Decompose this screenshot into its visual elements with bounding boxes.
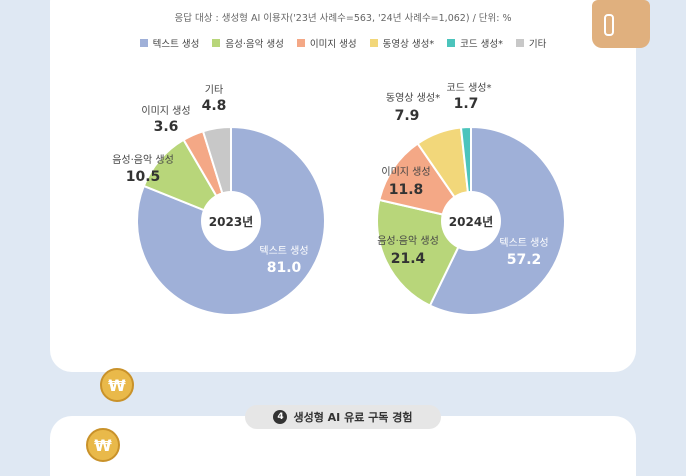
pie-chart-2023 <box>136 125 326 316</box>
center-label-2024: 2024년 <box>449 215 493 229</box>
legend-item: 음성·음악 생성 <box>212 36 284 50</box>
slice-label-image-2024: 이미지 생성 <box>381 166 430 178</box>
legend-label: 동영상 생성* <box>382 39 435 50</box>
legend-item: 기타 <box>515 36 547 50</box>
slice-value-image-2024: 11.8 <box>389 182 424 198</box>
pie-center <box>441 191 501 251</box>
section-title: 4 생성형 AI 유료 구독 경험 <box>245 405 441 429</box>
section-title-text: 생성형 AI 유료 구독 경험 <box>293 411 413 424</box>
legend-label: 음성·음악 생성 <box>225 39 284 50</box>
legend-item: 텍스트 생성 <box>139 36 200 50</box>
slice-label-audio-2024: 음성·음악 생성 <box>377 235 439 247</box>
legend-item: 동영상 생성* <box>369 36 435 50</box>
legend-swatch <box>447 39 456 47</box>
legend: 텍스트 생성 음성·음악 생성 이미지 생성 동영상 생성* 코드 생성* 기타 <box>0 36 686 50</box>
slice-value-text: 81.0 <box>267 260 302 276</box>
slice-value-other: 4.8 <box>202 98 227 114</box>
legend-swatch <box>369 39 378 47</box>
legend-label: 텍스트 생성 <box>152 39 200 50</box>
slice-label-other: 기타 <box>205 84 223 96</box>
slice-label-video: 동영상 생성* <box>386 92 440 104</box>
legend-label: 기타 <box>528 39 547 50</box>
pie-chart-2024 <box>376 125 566 316</box>
legend-swatch <box>296 39 305 47</box>
pie-charts: 기타 4.8 이미지 생성 3.6 음성·음악 생성 10.5 텍스트 생성 8… <box>112 82 566 316</box>
legend-label: 이미지 생성 <box>309 39 357 50</box>
legend-item: 이미지 생성 <box>296 36 357 50</box>
slice-label-image: 이미지 생성 <box>141 105 190 117</box>
coin-icon: ₩ <box>100 368 134 402</box>
center-label-2023: 2023년 <box>209 215 253 229</box>
legend-swatch <box>139 39 148 47</box>
chart-note: 응답 대상 : 생성형 AI 이용자('23년 사례수=563, '24년 사례… <box>174 13 512 24</box>
coin-icon: ₩ <box>86 428 120 462</box>
slice-value-audio-2024: 21.4 <box>391 251 426 267</box>
legend-swatch <box>515 39 524 47</box>
slice-value-image: 3.6 <box>154 119 179 135</box>
slice-value-code: 1.7 <box>454 96 479 112</box>
pie-center <box>201 191 261 251</box>
slice-value-text-2024: 57.2 <box>507 252 542 268</box>
slice-value-video: 7.9 <box>395 108 420 124</box>
slice-label-code: 코드 생성* <box>447 82 492 94</box>
slice-value-audio: 10.5 <box>126 169 161 185</box>
slice-label-audio: 음성·음악 생성 <box>112 154 174 166</box>
legend-item: 코드 생성* <box>447 36 503 50</box>
legend-label: 코드 생성* <box>460 39 503 50</box>
hand-illustration <box>592 0 650 48</box>
section-number: 4 <box>273 410 288 424</box>
legend-swatch <box>212 39 221 47</box>
slice-label-text-2024: 텍스트 생성 <box>499 237 548 249</box>
slice-label-text: 텍스트 생성 <box>259 245 308 257</box>
